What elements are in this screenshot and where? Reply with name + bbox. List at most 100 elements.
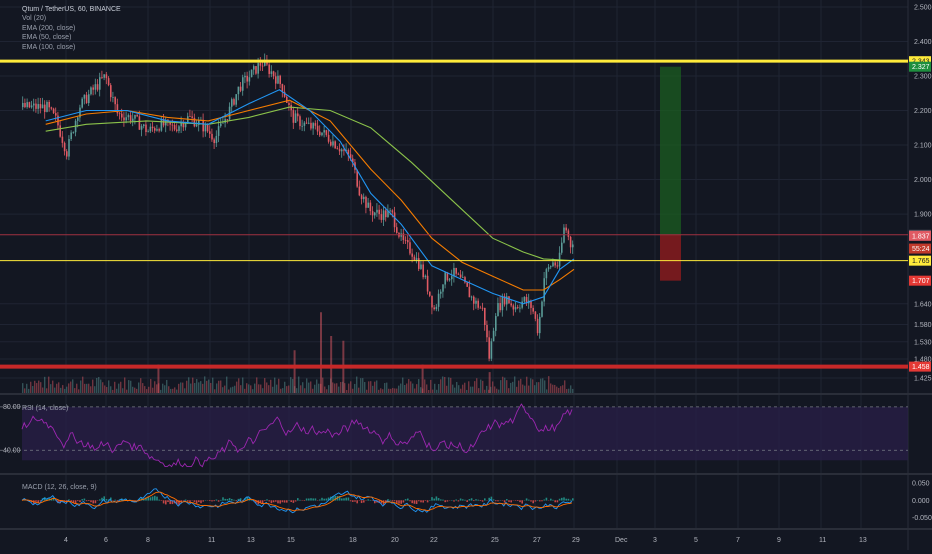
volume-bar: [220, 381, 221, 393]
candle-body: [125, 117, 127, 120]
volume-bar: [398, 386, 399, 393]
macd-histogram-bar: [209, 500, 211, 501]
candle-body: [147, 131, 149, 132]
volume-bar: [226, 377, 227, 393]
candle-body: [84, 95, 86, 99]
macd-histogram-bar: [310, 498, 312, 500]
volume-bar: [200, 381, 201, 393]
macd-histogram-bar: [183, 500, 185, 501]
candle-body: [323, 130, 325, 132]
candle-body: [59, 125, 61, 136]
candle-body: [418, 258, 420, 269]
macd-histogram-bar: [286, 500, 288, 502]
candle-body: [438, 294, 440, 307]
volume-spike: [320, 312, 322, 393]
candle-body: [231, 99, 233, 107]
volume-bar: [500, 380, 501, 393]
volume-bar: [510, 383, 511, 393]
volume-bar: [118, 384, 119, 393]
candle-body: [233, 99, 235, 105]
candle-body: [363, 197, 365, 199]
candle-body: [491, 341, 493, 358]
volume-bar: [80, 380, 81, 393]
macd-histogram-bar: [389, 500, 391, 501]
macd-histogram-bar: [484, 498, 486, 500]
volume-bar: [138, 382, 139, 393]
candle-body: [565, 228, 567, 231]
time-axis-label: 20: [391, 537, 399, 544]
volume-bar: [478, 388, 479, 393]
macd-histogram-bar: [561, 498, 563, 501]
volume-bar: [464, 383, 465, 393]
candle-body: [240, 87, 242, 91]
macd-histogram-bar: [264, 500, 266, 501]
volume-bar: [240, 385, 241, 393]
volume-bar: [282, 388, 283, 393]
candle-body: [458, 274, 460, 275]
volume-bar: [442, 376, 443, 393]
candle-body: [119, 113, 121, 114]
macd-histogram-bar: [211, 500, 213, 501]
candle-body: [469, 287, 471, 297]
macd-histogram-bar: [213, 500, 215, 501]
volume-bar: [58, 382, 59, 393]
macd-histogram-bar: [282, 500, 284, 502]
candle-body: [86, 95, 88, 103]
candle-body: [378, 210, 380, 214]
volume-bar: [370, 381, 371, 393]
candle-body: [312, 123, 314, 128]
volume-bar: [30, 382, 31, 393]
volume-bar: [486, 386, 487, 393]
candle-body: [257, 63, 259, 74]
volume-bar: [530, 378, 531, 393]
macd-histogram-bar: [493, 499, 495, 500]
volume-bar: [164, 385, 165, 393]
volume-bar: [508, 388, 509, 393]
volume-bar: [170, 389, 171, 393]
candle-body: [433, 307, 435, 309]
volume-bar: [162, 384, 163, 393]
volume-bar: [374, 382, 375, 393]
candle-body: [473, 297, 475, 304]
candle-body: [475, 301, 477, 304]
macd-histogram-bar: [557, 500, 559, 502]
candle-body: [422, 264, 424, 277]
volume-spike: [294, 350, 296, 393]
candle-body: [143, 125, 145, 127]
candle-body: [513, 305, 515, 309]
macd-histogram-bar: [167, 500, 169, 502]
macd-histogram-bar: [308, 498, 310, 500]
volume-bar: [130, 381, 131, 393]
macd-histogram-bar: [161, 500, 163, 501]
candle-body: [477, 301, 479, 308]
macd-histogram-bar: [552, 500, 554, 501]
volume-bar: [48, 377, 49, 393]
candle-body: [81, 99, 83, 108]
macd-histogram-bar: [341, 498, 343, 500]
volume-bar: [534, 385, 535, 393]
candle-body: [70, 133, 72, 139]
macd-histogram-bar: [442, 500, 444, 501]
macd-histogram-bar: [526, 498, 528, 500]
candle-body: [216, 136, 218, 143]
candle-body: [218, 126, 220, 136]
volume-bar: [182, 383, 183, 393]
candle-body: [53, 109, 55, 113]
candle-body: [414, 257, 416, 261]
candle-body: [486, 325, 488, 337]
volume-bar: [402, 378, 403, 393]
volume-bar: [466, 390, 467, 393]
macd-histogram-bar: [554, 500, 556, 502]
macd-histogram-bar: [187, 500, 189, 501]
volume-bar: [334, 384, 335, 393]
candle-body: [196, 125, 198, 127]
volume-bar: [450, 378, 451, 393]
volume-bar: [148, 387, 149, 393]
candle-body: [275, 76, 277, 83]
volume-bar: [556, 387, 557, 393]
macd-histogram-bar: [396, 500, 398, 503]
volume-bar: [196, 379, 197, 393]
